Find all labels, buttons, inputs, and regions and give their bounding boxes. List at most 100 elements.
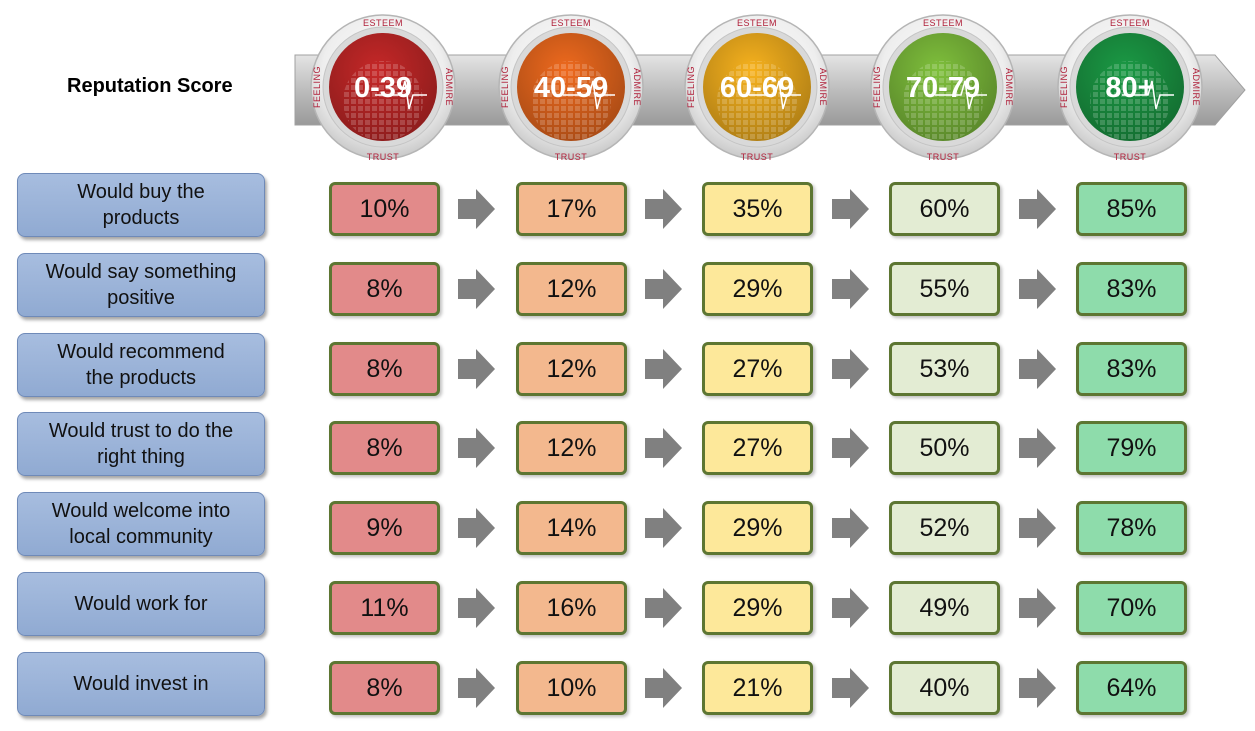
arrow-right-icon: [458, 428, 495, 468]
value-cell: 9%: [329, 501, 440, 555]
value-cell: 12%: [516, 342, 627, 396]
ring-label-top: ESTEEM: [551, 18, 591, 28]
arrow-right-icon: [832, 269, 869, 309]
arrow-right-icon: [645, 668, 682, 708]
arrow-right-icon: [832, 668, 869, 708]
arrow-right-icon: [1019, 189, 1056, 229]
arrow-right-icon: [1019, 428, 1056, 468]
ring-label-bottom: TRUST: [1114, 152, 1147, 162]
value-cell: 53%: [889, 342, 1000, 396]
ring-label-top: ESTEEM: [1110, 18, 1150, 28]
row-label: Would buy the products: [17, 173, 265, 237]
arrow-right-icon: [832, 508, 869, 548]
ring-label-top: ESTEEM: [737, 18, 777, 28]
row-label: Would trust to do the right thing: [17, 412, 265, 476]
value-cell: 16%: [516, 581, 627, 635]
gauge-score-label: 80+: [1105, 72, 1154, 104]
row-label: Would invest in: [17, 652, 265, 716]
arrow-right-icon: [458, 508, 495, 548]
gauge-40-59: 40-59 ESTEEM TRUST FEELING ADMIRE: [498, 14, 644, 162]
reputation-gauges: 0-39 ESTEEM TRUST FEELING ADMIRE 40-59 ESTEEM T…: [294, 14, 1246, 162]
row-label: Would work for: [17, 572, 265, 636]
value-cell: 27%: [702, 342, 813, 396]
value-cell: 85%: [1076, 182, 1187, 236]
ring-label-right: ADMIRE: [444, 68, 454, 106]
arrow-right-icon: [1019, 349, 1056, 389]
value-cell: 29%: [702, 262, 813, 316]
row-label: Would welcome into local community: [17, 492, 265, 556]
arrow-right-icon: [458, 269, 495, 309]
ring-label-right: ADMIRE: [1004, 68, 1014, 106]
ring-label-left: FEELING: [312, 66, 322, 108]
heartbeat-icon: [375, 80, 427, 110]
arrow-right-icon: [1019, 508, 1056, 548]
arrow-right-icon: [832, 189, 869, 229]
arrow-right-icon: [645, 508, 682, 548]
heartbeat-icon: [935, 80, 987, 110]
arrow-right-icon: [832, 349, 869, 389]
ring-label-left: FEELING: [686, 66, 696, 108]
arrow-right-icon: [458, 349, 495, 389]
ring-label-top: ESTEEM: [923, 18, 963, 28]
value-cell: 49%: [889, 581, 1000, 635]
value-cell: 55%: [889, 262, 1000, 316]
ring-label-right: ADMIRE: [632, 68, 642, 106]
ring-label-bottom: TRUST: [555, 152, 588, 162]
arrow-right-icon: [645, 588, 682, 628]
value-cell: 79%: [1076, 421, 1187, 475]
ring-label-left: FEELING: [1059, 66, 1069, 108]
heartbeat-icon: [1122, 80, 1174, 110]
value-cell: 12%: [516, 421, 627, 475]
value-cell: 83%: [1076, 342, 1187, 396]
gauge-score-label: 60-69: [720, 72, 794, 104]
gauge-60-69: 60-69 ESTEEM TRUST FEELING ADMIRE: [684, 14, 830, 162]
heartbeat-icon: [749, 80, 801, 110]
value-cell: 8%: [329, 262, 440, 316]
ring-label-bottom: TRUST: [367, 152, 400, 162]
value-cell: 21%: [702, 661, 813, 715]
arrow-right-icon: [832, 428, 869, 468]
row-label: Would say something positive: [17, 253, 265, 317]
arrow-right-icon: [1019, 588, 1056, 628]
reputation-score-title: Reputation Score: [67, 75, 233, 97]
value-cell: 60%: [889, 182, 1000, 236]
gauge-80+: 80+ ESTEEM TRUST FEELING ADMIRE: [1057, 14, 1203, 162]
value-cell: 35%: [702, 182, 813, 236]
value-cell: 40%: [889, 661, 1000, 715]
arrow-right-icon: [1019, 269, 1056, 309]
ring-label-right: ADMIRE: [818, 68, 828, 106]
value-cell: 14%: [516, 501, 627, 555]
value-cell: 29%: [702, 581, 813, 635]
value-cell: 10%: [329, 182, 440, 236]
arrow-right-icon: [832, 588, 869, 628]
value-cell: 8%: [329, 661, 440, 715]
row-label: Would recommend the products: [17, 333, 265, 397]
value-cell: 8%: [329, 421, 440, 475]
value-cell: 64%: [1076, 661, 1187, 715]
ring-label-right: ADMIRE: [1191, 68, 1201, 106]
gauge-score-label: 70-79: [906, 72, 980, 104]
value-cell: 83%: [1076, 262, 1187, 316]
value-cell: 27%: [702, 421, 813, 475]
value-cell: 52%: [889, 501, 1000, 555]
arrow-right-icon: [1019, 668, 1056, 708]
ring-label-left: FEELING: [872, 66, 882, 108]
value-cell: 12%: [516, 262, 627, 316]
value-cell: 50%: [889, 421, 1000, 475]
arrow-right-icon: [458, 668, 495, 708]
ring-label-left: FEELING: [500, 66, 510, 108]
gauge-70-79: 70-79 ESTEEM TRUST FEELING ADMIRE: [870, 14, 1016, 162]
arrow-right-icon: [458, 189, 495, 229]
value-cell: 70%: [1076, 581, 1187, 635]
arrow-right-icon: [645, 349, 682, 389]
gauge-score-label: 0-39: [354, 72, 412, 104]
value-cell: 10%: [516, 661, 627, 715]
value-cell: 8%: [329, 342, 440, 396]
heartbeat-icon: [563, 80, 615, 110]
ring-label-top: ESTEEM: [363, 18, 403, 28]
gauge-0-39: 0-39 ESTEEM TRUST FEELING ADMIRE: [310, 14, 456, 162]
value-cell: 17%: [516, 182, 627, 236]
arrow-right-icon: [645, 189, 682, 229]
value-cell: 11%: [329, 581, 440, 635]
gauge-score-label: 40-59: [534, 72, 608, 104]
